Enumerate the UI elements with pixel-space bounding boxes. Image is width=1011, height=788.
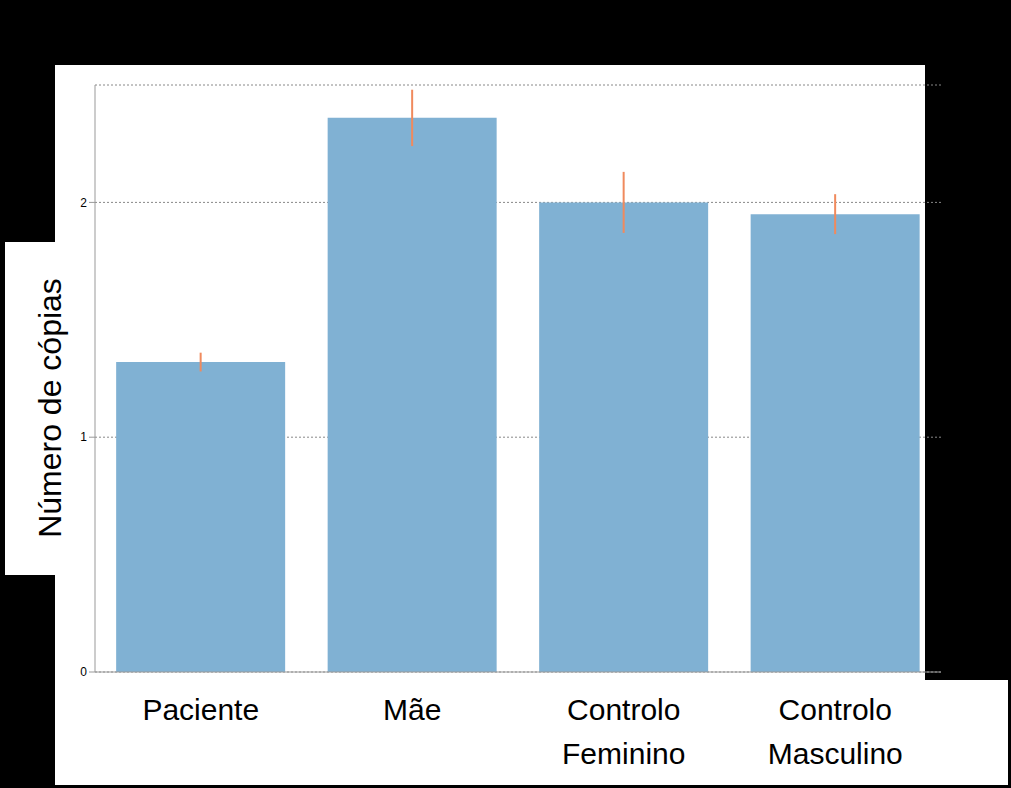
svg-text:ControloFeminino: ControloFeminino — [562, 693, 685, 770]
svg-text:Paciente: Paciente — [142, 693, 259, 726]
svg-text:1: 1 — [80, 430, 87, 444]
svg-text:0: 0 — [80, 665, 87, 679]
svg-text:2: 2 — [80, 196, 87, 210]
html-text:Número de cópias: Número de cópias — [31, 278, 68, 538]
svg-text:Mãe: Mãe — [383, 693, 441, 726]
svg-text:ControloMasculino: ControloMasculino — [768, 693, 903, 770]
